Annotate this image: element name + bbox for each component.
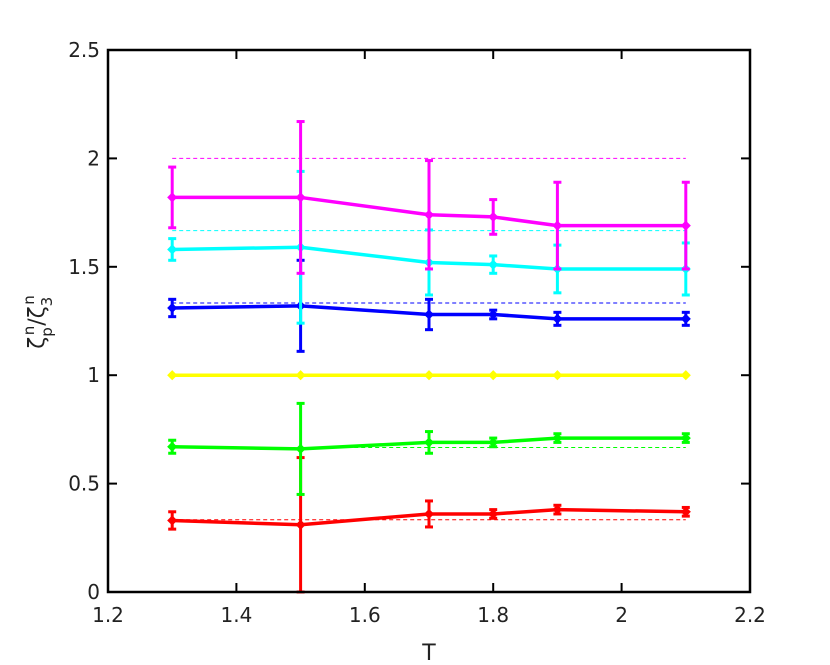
y-label-sub-1: p xyxy=(38,327,56,337)
data-point xyxy=(295,519,306,530)
y-tick-label: 2.5 xyxy=(68,38,100,62)
tick-labels: 1.2 1.4 1.6 1.8 2 2.2 0 0.5 1 1.5 2 2.5 xyxy=(68,38,766,627)
data-point xyxy=(423,370,435,381)
y-axis-label: ζpn/ζ3n xyxy=(20,295,56,348)
x-tick-label: 1.2 xyxy=(92,603,124,627)
y-label-sub-2: 3 xyxy=(38,297,56,307)
data-point xyxy=(167,370,178,381)
y-tick-label: 0 xyxy=(87,580,100,604)
y-tick-label: 2 xyxy=(87,146,100,170)
series-layer xyxy=(167,120,691,594)
data-point xyxy=(552,504,563,515)
x-axis-label: T xyxy=(421,641,436,665)
x-tick-label: 1.8 xyxy=(477,603,509,627)
y-label-symbol-1: ζ xyxy=(25,337,50,349)
data-point xyxy=(295,370,306,381)
plot-frame xyxy=(106,48,752,594)
series-line xyxy=(172,507,686,527)
y-label-sup-1: n xyxy=(20,326,38,336)
y-tick-label: 1.5 xyxy=(68,255,100,279)
data-point xyxy=(488,211,499,222)
x-tick-label: 2.2 xyxy=(734,603,766,627)
data-point xyxy=(488,259,499,270)
data-point xyxy=(423,508,435,520)
data-point xyxy=(167,244,178,255)
series xyxy=(167,401,691,496)
x-tick-label: 1.6 xyxy=(349,603,381,627)
series-line xyxy=(172,436,686,451)
y-label-symbol-2: ζ xyxy=(25,306,50,318)
data-point xyxy=(488,370,499,381)
series-line xyxy=(172,245,686,271)
y-tick-label: 0.5 xyxy=(68,472,100,496)
data-point xyxy=(423,309,435,320)
data-point xyxy=(552,313,563,324)
data-point xyxy=(167,515,178,526)
data-point xyxy=(488,309,499,320)
data-point xyxy=(167,441,178,452)
y-tick-label: 1 xyxy=(87,363,100,387)
data-point xyxy=(423,437,435,448)
y-label-separator: / xyxy=(25,318,50,326)
data-point xyxy=(552,220,563,231)
series xyxy=(167,456,691,594)
x-tick-label: 1.4 xyxy=(220,603,252,627)
data-point xyxy=(488,437,499,448)
data-point xyxy=(552,370,563,381)
data-point xyxy=(552,433,563,444)
data-point xyxy=(167,192,178,203)
data-point xyxy=(295,443,306,454)
data-point xyxy=(167,302,178,314)
series-line xyxy=(172,195,686,228)
data-point xyxy=(680,433,691,444)
data-point xyxy=(680,506,691,517)
data-point xyxy=(295,192,306,203)
series xyxy=(167,370,691,381)
data-point xyxy=(680,313,691,324)
ticks-layer xyxy=(107,49,751,593)
series-line xyxy=(172,304,686,321)
data-point xyxy=(680,370,691,381)
y-label-sup-2: n xyxy=(20,295,38,305)
data-point xyxy=(423,209,435,220)
series xyxy=(167,120,691,275)
data-point xyxy=(488,508,499,520)
x-tick-label: 2 xyxy=(615,603,628,627)
data-point xyxy=(680,220,691,231)
